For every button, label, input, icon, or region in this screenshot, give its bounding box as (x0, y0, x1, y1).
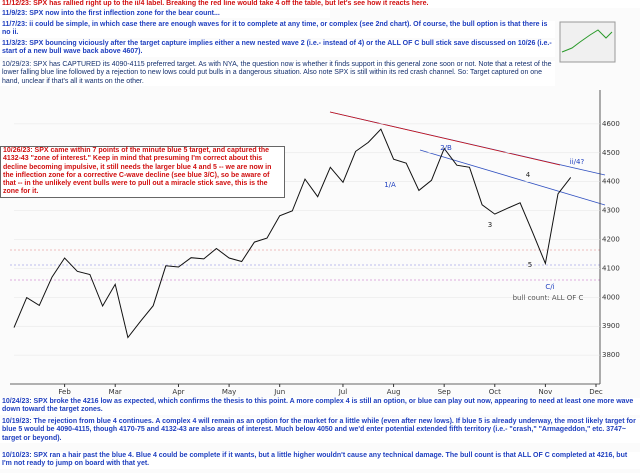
y-tick-label: 4000 (602, 293, 620, 301)
y-tick-label: 4200 (602, 236, 620, 244)
y-tick-label: 4100 (602, 264, 620, 272)
note: 11/3/23: SPX bouncing viciously after th… (0, 40, 555, 57)
y-tick-label: 4400 (602, 178, 620, 186)
x-tick-label: Jul (338, 388, 348, 396)
wave-label: 1/A (384, 181, 396, 189)
wave-label: 4 (526, 171, 531, 179)
x-tick-label: Jun (273, 388, 285, 396)
x-tick-label: Feb (58, 388, 71, 396)
x-tick-label: Nov (539, 388, 553, 396)
note: 10/26/23: SPX came within 7 points of th… (0, 146, 285, 198)
x-tick-label: Dec (589, 388, 603, 396)
note: 10/29/23: SPX has CAPTURED its 4090-4115… (0, 61, 555, 86)
price-line (13, 128, 572, 339)
y-tick-label: 4500 (602, 149, 620, 157)
x-tick-label: Aug (387, 388, 401, 396)
note: 10/10/23: SPX ran a hair past the blue 4… (0, 452, 640, 469)
x-tick-label: Mar (109, 388, 122, 396)
note: 11/12/23: SPX has rallied right up to th… (0, 0, 640, 9)
wave-label: C/i (545, 283, 554, 291)
y-tick-label: 3900 (602, 322, 620, 330)
y-tick-label: 3800 (602, 351, 620, 359)
channel-line (419, 149, 606, 206)
note: 10/24/23: SPX broke the 4216 low as expe… (0, 398, 640, 415)
note: 11/9/23: SPX now into the first inflecti… (0, 10, 330, 19)
wave-label: ii/4? (570, 158, 585, 166)
inset-line (561, 29, 613, 53)
wave-label: 2/B (440, 144, 452, 152)
wave-label: 5 (528, 261, 532, 269)
x-tick-label: Oct (489, 388, 501, 396)
x-tick-label: May (222, 388, 236, 396)
wave-label: 3 (488, 221, 492, 229)
crash-channel (329, 111, 561, 166)
y-tick-label: 4300 (602, 207, 620, 215)
y-tick-label: 4600 (602, 120, 620, 128)
x-tick-label: Sep (438, 388, 452, 396)
x-tick-label: Apr (172, 388, 184, 396)
note: 10/19/23: The rejection from blue 4 cont… (0, 418, 640, 443)
note: 11/7/23: ii could be simple, in which ca… (0, 21, 555, 38)
inset-chart (559, 21, 616, 63)
wave-label: bull count: ALL OF C (513, 294, 584, 302)
